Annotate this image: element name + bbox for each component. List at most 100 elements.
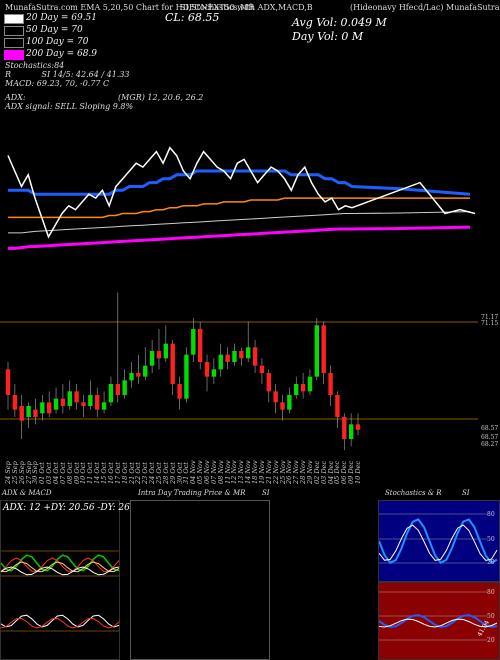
candle-body — [88, 395, 93, 406]
adx-line — [1, 561, 119, 573]
legend-label-100: 100 Day = 70 — [26, 37, 89, 47]
intraday-title: Intra Day Trading Price & MR — [138, 489, 246, 497]
intraday-panel — [130, 500, 270, 660]
candle-body — [53, 398, 59, 410]
candle-body — [156, 351, 162, 359]
candle-body — [307, 376, 313, 392]
candle-body — [197, 329, 203, 362]
price-line — [7, 146, 476, 239]
stochastics-plot — [379, 513, 498, 565]
candle-body — [294, 384, 299, 395]
candle-body — [74, 391, 79, 403]
legend-label-200: 200 Day = 68.9 — [26, 49, 98, 59]
legend-label-20: 20 Day = 69.51 — [26, 13, 98, 23]
adx-macd-title: ADX & MACD — [2, 489, 52, 497]
legend-swatch-50 — [4, 26, 24, 36]
stoch-bot-80: 80 — [487, 589, 495, 596]
candle-body — [26, 406, 31, 417]
close-price-label: CL: 68.55 — [165, 11, 220, 24]
candle-body — [355, 424, 361, 430]
si-readout: R SI 14/5: 42.64 / 41.33 — [5, 70, 130, 79]
legend-swatch-100 — [4, 38, 24, 48]
candle-body — [136, 373, 141, 377]
stoch-si-label: SI — [462, 489, 470, 497]
adx-macd-plot — [1, 550, 119, 632]
chart-header-mid: SI,Stochastics,MR — [180, 3, 255, 12]
candle-body — [129, 373, 134, 381]
date-label: 10 Dec — [354, 460, 362, 484]
candle-body — [342, 417, 347, 439]
adx-readout: ADX: 12 +DY: 20.56 -DY: 26.17 — [3, 503, 145, 513]
chart-header-left: MunafaSutra.com EMA 5,20,50 Chart for HD… — [5, 3, 313, 12]
candle-body — [33, 409, 38, 417]
day-volume-label: Day Vol: 0 M — [292, 30, 364, 43]
legend-swatch-200 — [4, 50, 24, 60]
ema200-line — [8, 225, 471, 250]
candle-body — [184, 354, 189, 399]
candle-body — [108, 384, 114, 403]
candle-body — [232, 351, 237, 362]
macd-signal-line — [1, 617, 119, 629]
axis-label-top-1: 71.17 — [481, 314, 499, 321]
candle-body — [170, 343, 175, 384]
candle-body — [259, 365, 265, 373]
candle-body — [335, 395, 340, 417]
candle-body — [204, 362, 210, 377]
si-plot — [379, 591, 498, 641]
stoch-d-line — [379, 524, 498, 562]
stoch-panel-bottom: 80 50 20 41.94 — [378, 582, 500, 660]
candle-body — [12, 395, 18, 410]
candle-body — [149, 351, 155, 366]
stoch-bot-20: 20 — [487, 637, 495, 644]
candle-body — [266, 373, 271, 392]
candle-body — [5, 369, 11, 395]
axis-label-bottom-3: 68.27 — [481, 441, 499, 448]
stoch-panel-top: 80 50 20 — [378, 500, 500, 582]
r-label: R — [5, 70, 12, 79]
candle-body — [95, 395, 100, 410]
candle-body — [280, 402, 285, 410]
candle-body — [122, 380, 127, 395]
candle-body — [163, 343, 169, 359]
adx-signal-readout: ADX signal: SELL Sloping 9.8% — [5, 102, 134, 111]
axis-label-bottom-2: 68.57 — [481, 434, 499, 441]
candle-body — [300, 384, 306, 392]
stochastics-readout: Stochastics:84 — [5, 61, 65, 70]
candle-body — [287, 395, 292, 410]
mgr-readout: (MGR) 12, 20.6, 26.2 — [118, 93, 204, 102]
ema100-line — [8, 211, 471, 234]
candle-body — [211, 369, 217, 377]
candle-body — [60, 398, 66, 406]
candle-body — [40, 402, 45, 414]
candle-body — [245, 347, 251, 359]
intraday-si-label: SI — [262, 489, 270, 497]
macd-readout: MACD: 69.23, 70, -0.77 C — [5, 79, 110, 88]
candle-body — [115, 384, 121, 395]
ema20-line — [8, 169, 471, 196]
candle-body — [143, 365, 148, 377]
candle-body — [239, 351, 244, 359]
stoch-title: Stochastics & R — [385, 489, 442, 497]
candle-body — [328, 373, 333, 395]
stoch-top-20: 20 — [487, 559, 495, 566]
legend-label-50: 50 Day = 70 — [26, 25, 83, 35]
axis-label-bottom-1: 68.57 — [481, 425, 499, 432]
avg-volume-label: Avg Vol: 0.049 M — [292, 16, 387, 29]
adx-label: ADX: — [5, 93, 26, 102]
candle-body — [225, 354, 230, 362]
candle-body — [273, 391, 278, 403]
legend-swatch-20 — [4, 14, 24, 24]
candle-body — [314, 325, 320, 377]
ema50-line — [8, 197, 470, 219]
main-price-chart — [0, 146, 478, 450]
stoch-k-line — [379, 518, 498, 565]
stoch-bot-50: 50 — [487, 613, 495, 620]
macd-line — [1, 614, 119, 628]
si-line — [379, 614, 498, 628]
si-signal-line — [379, 618, 498, 628]
stoch-top-50: 50 — [487, 536, 495, 543]
candle-body — [19, 406, 24, 421]
adx-white-line — [1, 566, 119, 576]
candle-body — [321, 325, 326, 373]
axis-label-top-2: 71.15 — [481, 320, 499, 327]
